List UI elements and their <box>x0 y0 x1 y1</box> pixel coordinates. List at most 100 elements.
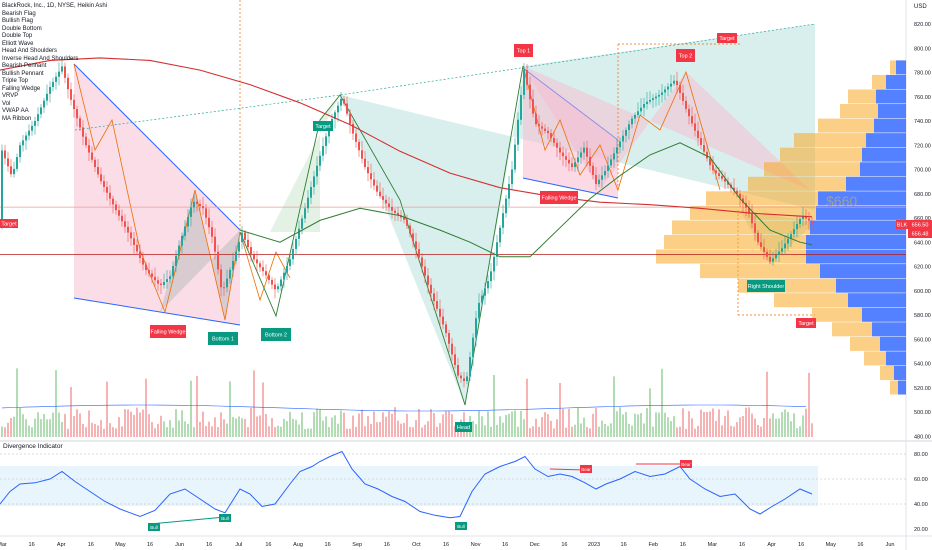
volume-bar <box>424 424 426 437</box>
candle-body <box>361 150 363 159</box>
candle-body <box>490 271 492 282</box>
volume-bar <box>301 412 303 437</box>
volume-bar <box>601 420 603 437</box>
candle-body <box>214 236 216 252</box>
symbol-title[interactable]: BlackRock, Inc., 1D, NYSE, Heikin Ashi <box>2 3 108 9</box>
x-tick-label: 16 <box>798 542 804 548</box>
candle-body <box>412 233 414 242</box>
y-tick-label: 600.00 <box>914 289 931 295</box>
volume-bar <box>637 414 639 437</box>
volume-bar <box>1 426 3 437</box>
legend-item[interactable]: MA Ribbon <box>2 115 32 122</box>
volume-bar <box>175 409 177 437</box>
y-tick-label: 800.00 <box>914 46 931 52</box>
candle-body <box>712 165 714 171</box>
legend-item[interactable]: Bearish Flag <box>2 10 36 17</box>
candle-body <box>514 144 516 170</box>
y-tick-label: 680.00 <box>914 192 931 198</box>
volume-bar <box>646 408 648 437</box>
legend-item[interactable]: Elliott Wave <box>2 40 34 47</box>
x-tick-label: 16 <box>384 542 390 548</box>
candle-body <box>196 201 198 204</box>
volume-bar <box>655 412 657 437</box>
x-tick-label: Feb <box>648 542 657 548</box>
candle-body <box>163 282 165 285</box>
volume-bar <box>568 408 570 437</box>
candle-body <box>748 207 750 214</box>
legend-item[interactable]: Bullish Flag <box>2 18 34 24</box>
candle-body <box>613 153 615 160</box>
candle-body <box>568 159 570 164</box>
volume-bar <box>703 411 705 437</box>
volume-bar <box>406 413 408 437</box>
candle-body <box>280 279 282 287</box>
x-tick-label: 16 <box>857 542 863 548</box>
volume-bar <box>754 418 756 437</box>
candle-body <box>382 196 384 200</box>
volume-bar <box>595 408 597 437</box>
volume-bar <box>61 421 63 437</box>
volume-bar <box>115 428 117 437</box>
candle-body <box>694 123 696 131</box>
candle-body <box>586 147 588 157</box>
candle-body <box>160 283 162 285</box>
candle-body <box>487 281 489 289</box>
volume-bar <box>418 408 420 437</box>
candle-body <box>523 70 525 95</box>
label-falling-wedge-1: Falling Wedge <box>150 330 185 336</box>
volume-bar <box>511 411 513 437</box>
volume-bar <box>778 418 780 437</box>
volume-bar <box>379 422 381 437</box>
legend-item[interactable]: Vol <box>2 100 11 107</box>
candle-body <box>796 224 798 230</box>
legend-item[interactable]: Head And Shoulders <box>2 48 58 54</box>
candle-body <box>289 259 291 266</box>
volume-bar <box>79 413 81 437</box>
volume-bar <box>235 418 237 437</box>
volume-bar <box>748 407 750 437</box>
volume-bar <box>538 426 540 437</box>
legend-item[interactable]: VRVP <box>2 93 19 99</box>
legend-item[interactable]: Bearish Pennant <box>2 63 47 69</box>
candle-body <box>364 158 366 168</box>
candle-body <box>718 173 720 177</box>
legend-item[interactable]: Triple Top <box>2 78 29 84</box>
x-tick-label: May <box>826 542 837 548</box>
candle-body <box>442 316 444 325</box>
volume-bar <box>289 411 291 437</box>
label-target-left: Target <box>1 222 17 228</box>
legend-item[interactable]: Inverse Head And Shoulders <box>2 55 79 62</box>
candle-body <box>199 203 201 207</box>
volume-bar <box>127 409 129 437</box>
legend-item[interactable]: Double Top <box>2 33 33 39</box>
ticker-badge: BLK <box>897 223 908 229</box>
candle-body <box>91 152 93 160</box>
oscillator-title[interactable]: Divergence Indicator <box>3 443 63 450</box>
legend-item[interactable]: VWAP AA <box>2 108 29 114</box>
volume-bar <box>313 412 315 437</box>
legend-item[interactable]: Double Bottom <box>2 25 42 32</box>
candle-body <box>520 94 522 120</box>
volume-bar <box>484 425 486 437</box>
candle-body <box>691 116 693 124</box>
candle-body <box>727 181 729 185</box>
volume-bar <box>541 417 543 437</box>
candle-body <box>517 119 519 145</box>
falling-wedge-1-upper <box>73 63 241 231</box>
candle-body <box>790 234 792 239</box>
volume-bar <box>88 410 90 437</box>
volume-bar <box>535 418 537 437</box>
legend-item[interactable]: Bullish Pennant <box>2 70 44 77</box>
volume-bar <box>451 414 453 437</box>
volume-bar <box>391 413 393 437</box>
volume-bar <box>751 413 753 437</box>
vp-bar-up <box>748 176 846 191</box>
candle-body <box>592 165 594 175</box>
candle-body <box>664 89 666 93</box>
legend-item[interactable]: Falling Wedge <box>2 85 41 92</box>
volume-bar <box>310 428 312 437</box>
volume-bar <box>154 428 156 437</box>
candle-body <box>475 318 477 338</box>
candle-body <box>19 145 21 158</box>
